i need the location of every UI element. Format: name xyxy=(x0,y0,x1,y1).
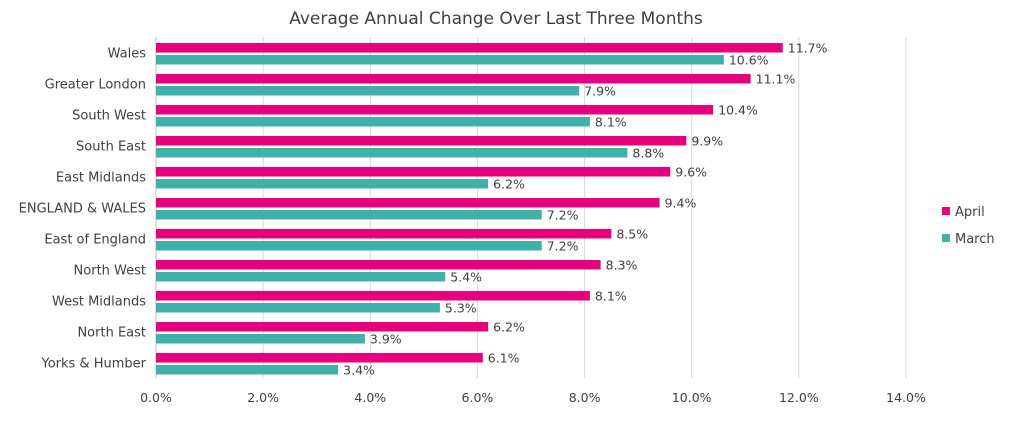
bar-march xyxy=(156,210,542,220)
data-label: 6.1% xyxy=(488,350,520,365)
data-label: 7.9% xyxy=(584,83,616,98)
x-tick-label: 2.0% xyxy=(247,390,279,405)
x-tick-label: 12.0% xyxy=(779,390,819,405)
category-label: Greater London xyxy=(45,78,146,93)
value-axis: 0.0% 2.0% 4.0% 6.0% 8.0% 10.0% 12.0% 14.0% xyxy=(140,390,926,405)
bar-april xyxy=(156,322,489,332)
category-label: West Midlands xyxy=(52,295,146,310)
data-label: 9.6% xyxy=(675,164,707,179)
bar-march xyxy=(156,334,365,344)
bars xyxy=(156,43,783,375)
x-tick-label: 8.0% xyxy=(569,390,601,405)
bar-march xyxy=(156,241,542,251)
x-tick-label: 0.0% xyxy=(140,390,172,405)
legend: April March xyxy=(942,205,995,247)
bar-april xyxy=(156,198,660,208)
data-label: 3.4% xyxy=(343,362,375,377)
data-label: 8.1% xyxy=(595,114,627,129)
bar-march xyxy=(156,365,339,375)
category-label: North East xyxy=(77,326,146,341)
bar-april xyxy=(156,167,671,177)
x-tick-label: 14.0% xyxy=(886,390,926,405)
category-label: ENGLAND & WALES xyxy=(19,202,146,217)
category-label: East Midlands xyxy=(56,171,146,186)
category-label: Wales xyxy=(108,47,147,62)
x-tick-label: 6.0% xyxy=(462,390,494,405)
bar-april xyxy=(156,136,687,146)
data-label: 5.4% xyxy=(450,269,482,284)
data-label: 7.2% xyxy=(547,238,579,253)
legend-label-march: March xyxy=(955,232,995,247)
data-label: 6.2% xyxy=(493,319,525,334)
bar-march xyxy=(156,55,724,65)
bar-april xyxy=(156,291,590,301)
data-label: 10.6% xyxy=(729,52,769,67)
data-label: 10.4% xyxy=(718,102,758,117)
legend-swatch-march xyxy=(942,234,950,242)
bar-april xyxy=(156,260,601,270)
chart-title: Average Annual Change Over Last Three Mo… xyxy=(289,9,703,29)
data-label: 8.1% xyxy=(595,288,627,303)
bar-april xyxy=(156,43,783,53)
x-tick-label: 4.0% xyxy=(354,390,386,405)
x-tick-label: 10.0% xyxy=(672,390,712,405)
data-label: 8.5% xyxy=(616,226,648,241)
bar-april xyxy=(156,229,612,239)
legend-swatch-april xyxy=(942,207,950,215)
category-label: Yorks & Humber xyxy=(41,357,147,372)
category-label: South East xyxy=(76,140,146,155)
bar-march xyxy=(156,86,580,96)
data-label: 8.8% xyxy=(632,145,664,160)
bar-march xyxy=(156,117,590,127)
data-label: 3.9% xyxy=(370,331,402,346)
data-label: 7.2% xyxy=(547,207,579,222)
bar-march xyxy=(156,303,440,313)
bar-april xyxy=(156,105,714,115)
bar-march xyxy=(156,179,489,189)
bar-april xyxy=(156,74,751,84)
data-label: 8.3% xyxy=(606,257,638,272)
category-label: South West xyxy=(72,109,146,124)
data-label: 5.3% xyxy=(445,300,477,315)
bar-april xyxy=(156,353,483,363)
data-label: 11.1% xyxy=(756,71,796,86)
bar-march xyxy=(156,272,446,282)
category-label: North West xyxy=(74,264,146,279)
data-label: 9.9% xyxy=(691,133,723,148)
data-label: 6.2% xyxy=(493,176,525,191)
legend-label-april: April xyxy=(955,205,985,220)
data-labels: 11.7% 10.6% 11.1% 7.9% 10.4% 8.1% 9.9% 8.8% 9.6%… xyxy=(343,40,827,377)
category-label: East of England xyxy=(44,233,146,248)
category-axis: Wales Greater London South West South East E… xyxy=(19,47,147,372)
data-label: 11.7% xyxy=(788,40,828,55)
bar-march xyxy=(156,148,628,158)
data-label: 9.4% xyxy=(665,195,697,210)
